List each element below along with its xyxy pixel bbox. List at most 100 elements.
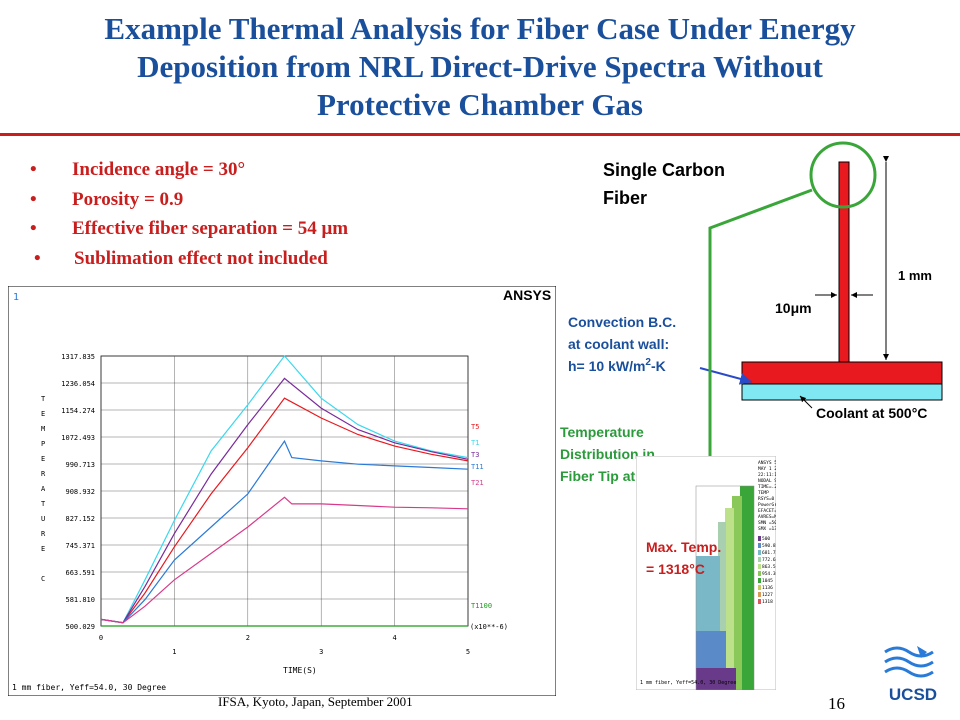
tip-highlight-circle [809,141,877,209]
height-label: 1 mm [898,268,932,283]
contour-header-line: RSYS=0 [758,496,775,502]
bullet-icon: • [30,218,37,239]
contour-inset: ANSYS 5.5MAY 1 200122:11:15NODAL SOLUTIO… [636,456,776,690]
contour-legend-swatch [758,599,761,604]
contour-header-line: NODAL SOLUTION [758,478,776,484]
slide-title: Example Thermal Analysis for Fiber Case … [40,10,920,124]
chart-legend-label: T21 [471,479,484,487]
chart-xtick-label: 2 [246,634,250,642]
contour-legend-value: 954.387 [762,571,776,577]
chart-ylabel-letter: U [41,515,45,523]
chart-ylabel-letter: R [41,530,46,538]
chart-series-line [100,439,469,624]
contour-header-line: 22:11:15 [758,472,776,478]
ansys-logo: ANSYS [503,287,551,303]
chart-ylabel-letter: E [41,545,45,553]
ucsd-logo: UCSD [884,646,937,704]
title-divider [0,133,960,136]
chart-ylabel-letter: C [41,575,45,583]
chart-ytick-label: 663.591 [65,569,95,577]
chart-legend-label: T3 [471,451,479,459]
footer-conference: IFSA, Kyoto, Japan, September 2001 [218,694,413,709]
chart-ylabel-letter: T [41,395,46,403]
contour-legend-value: 590.877 [762,543,776,549]
contour-header-line: SMN =500 [758,520,776,526]
chart-ytick-label: 581.810 [65,596,95,604]
contour-legend-value: 1227 [762,592,773,598]
schematic-title-2: Fiber [603,188,647,208]
chart-ytick-label: 908.932 [65,488,95,496]
ucsd-wave-icon-tip [917,646,927,658]
bullet-icon: • [30,159,37,180]
contour-legend-value: 1136 [762,585,773,591]
max-temp-label-1: Max. Temp. [646,539,721,555]
chart-ytick-label: 1154.274 [61,407,95,415]
chart-ytick-label: 990.713 [65,461,95,469]
contour-legend-swatch [758,571,761,576]
chart-ytick-label: 1236.054 [61,380,95,388]
chart-x-multiplier: (x10**-6) [470,623,508,631]
chart-window-number: 1 [13,292,19,303]
bullet-icon: • [30,188,37,210]
chart-ylabel-letter: R [41,470,46,478]
bullet-item: • Porosity = 0.9 [30,185,348,215]
contour-legend-swatch [758,592,761,597]
chart-ytick-label: 1072.493 [61,434,95,442]
contour-legend-value: 1045 [762,578,773,584]
convection-label-3: h= 10 kW/m2-K [568,357,666,374]
contour-legend-value: 863.510 [762,564,776,570]
contour-legend: 500590.877681.755772.632863.510954.38710… [758,536,776,605]
chart-xtick-label: 3 [319,648,323,656]
convection-label-1: Convection B.C. [568,314,676,330]
contour-header-line: MAY 1 2001 [758,466,776,472]
contour-header: ANSYS 5.5MAY 1 200122:11:15NODAL SOLUTIO… [758,460,776,532]
chart-ylabel-letter: A [41,485,46,493]
bullet-icon: • [34,247,41,269]
contour-legend-value: 772.632 [762,557,776,563]
chart-ylabel-letter: P [41,440,45,448]
title-line-1: Example Thermal Analysis for Fiber Case … [104,11,856,46]
ucsd-logo-text: UCSD [889,685,937,704]
temp-caption-1: Temperature [560,424,644,440]
contour-band [732,496,742,690]
chart-legend-label: T5 [471,423,479,431]
ucsd-wave-icon [884,646,934,678]
width-label: 10μm [775,300,812,316]
schematic-title-1: Single Carbon [603,160,725,180]
chart-xtick-label: 5 [466,648,470,656]
chart-ylabel-letter: E [41,455,45,463]
contour-legend-value: 500 [762,536,770,542]
chart-ylabel-letter: T [41,500,46,508]
chart-series-line [100,496,469,624]
coolant-layer [741,383,943,401]
title-line-3: Protective Chamber Gas [317,87,643,122]
chart-ytick-label: 1317.835 [61,353,95,361]
page-number: 16 [828,694,845,713]
coolant-label: Coolant at 500°C [816,405,927,421]
contour-legend-value: 681.755 [762,550,776,556]
contour-header-line: ANSYS 5.5 [758,460,776,466]
contour-header-line: TIME=.250E-05 [758,484,776,490]
bullet-item: • Incidence angle = 30° [30,155,348,185]
contour-legend-swatch [758,578,761,583]
contour-header-line: TEMP [758,490,769,496]
chart-ytick-label: 745.371 [65,542,95,550]
contour-legend-swatch [758,543,761,548]
contour-band [725,508,734,690]
max-temp-label-2: = 1318°C [646,561,705,577]
chart-legend-label: T11 [471,463,484,471]
chart-xlabel: TIME(S) [283,666,317,675]
bullet-item: • Effective fiber separation = 54 μm [30,214,348,244]
contour-legend-swatch [758,557,761,562]
convection-label-2: at coolant wall: [568,336,669,352]
chart-series-line [100,377,469,624]
bullet-item: • Sublimation effect not included [30,244,348,274]
chart-legend-label: T1100 [471,602,492,610]
chart-plot-area: 500.029 581.810 663.591 745.371 827.152 908.9… [61,353,492,656]
contour-band [696,668,736,690]
contour-outline [695,485,755,690]
contour-legend-value: 1318 [762,599,773,605]
